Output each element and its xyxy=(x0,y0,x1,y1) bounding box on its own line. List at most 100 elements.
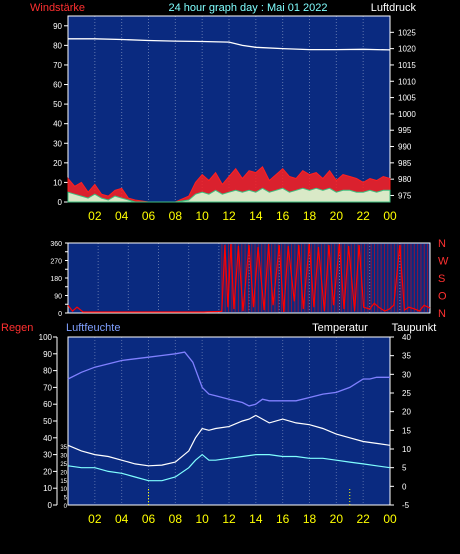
direction-tick-label: 270 xyxy=(50,259,62,266)
direction-tick-label: 0 xyxy=(58,311,62,318)
dewpoint-series xyxy=(67,453,391,482)
pressure-tick-label: 1020 xyxy=(398,45,416,54)
pressure-tick-label: 1025 xyxy=(398,28,416,37)
pressure-tick-label: 1010 xyxy=(398,77,416,86)
wind-tick-label: 90 xyxy=(53,22,62,31)
wind-average-series xyxy=(67,187,391,203)
rain-tick-label: 30 xyxy=(43,451,52,460)
humidity-tick-label: 10 xyxy=(60,487,67,493)
direction-tick-label: 180 xyxy=(50,276,62,283)
hour-label: 22 xyxy=(356,209,370,223)
direction-plot-area xyxy=(67,242,431,314)
bottom-plot-area xyxy=(67,336,391,506)
rain-tick-label: 20 xyxy=(43,467,52,476)
rain-tick-label: 100 xyxy=(39,333,53,342)
hour-label: 08 xyxy=(169,512,183,526)
hour-label: 00 xyxy=(383,209,397,223)
wind-pressure-panel: 0102030405060708090975980985990995100010… xyxy=(53,15,416,223)
chart-title: 24 hour graph day : Mai 01 2022 xyxy=(168,2,327,14)
temperature-tick-label: 35 xyxy=(402,352,411,361)
direction-tick-label: 90 xyxy=(54,294,62,301)
hour-label: 18 xyxy=(303,209,317,223)
pressure-tick-label: 1000 xyxy=(398,110,416,119)
pressure-tick-label: 1005 xyxy=(398,94,416,103)
wind-tick-label: 10 xyxy=(53,178,62,187)
humidity-tick-label: 0 xyxy=(64,504,68,510)
pressure-tick-label: 975 xyxy=(398,191,412,200)
hour-label: 02 xyxy=(88,209,102,223)
compass-label: N xyxy=(438,308,446,320)
pressure-tick-label: 995 xyxy=(398,126,412,135)
pressure-tick-label: 990 xyxy=(398,143,412,152)
pressure-tick-label: 1015 xyxy=(398,61,416,70)
hour-label: 14 xyxy=(249,209,263,223)
wind-tick-label: 0 xyxy=(58,198,63,207)
hour-label: 16 xyxy=(276,209,290,223)
hour-label: 18 xyxy=(303,512,317,526)
temperature-series xyxy=(67,414,391,467)
humidity-tick-label: 25 xyxy=(60,462,67,468)
wind-tick-label: 60 xyxy=(53,81,62,90)
hour-label: 10 xyxy=(195,512,209,526)
compass-label: S xyxy=(438,273,445,285)
humidity-tick-label: 15 xyxy=(60,479,67,485)
pressure-axis-title: Luftdruck xyxy=(371,2,417,14)
wind-tick-label: 50 xyxy=(53,100,62,109)
wind-tick-label: 40 xyxy=(53,120,62,129)
wind-tick-label: 20 xyxy=(53,159,62,168)
temperature-tick-label: 15 xyxy=(402,426,411,435)
humidity-tick-label: 30 xyxy=(60,454,67,460)
hour-label: 14 xyxy=(249,512,263,526)
rain-tick-label: 80 xyxy=(43,367,52,376)
hour-label: 06 xyxy=(142,512,156,526)
rain-tick-label: 40 xyxy=(43,434,52,443)
temperature-tick-label: 0 xyxy=(402,482,407,491)
rain-tick-label: 90 xyxy=(43,350,52,359)
wind-tick-label: 70 xyxy=(53,61,62,70)
humidity-axis-title: Luftfeuchte xyxy=(66,322,120,334)
dewpoint-axis-title: Taupunkt xyxy=(392,322,437,334)
direction-tick-label: 360 xyxy=(50,241,62,248)
temperature-tick-label: 5 xyxy=(402,464,407,473)
compass-label: O xyxy=(438,291,447,303)
temperature-tick-label: 30 xyxy=(402,370,411,379)
rain-tick-label: 60 xyxy=(43,400,52,409)
hour-label: 20 xyxy=(330,209,344,223)
rain-tick-label: 70 xyxy=(43,383,52,392)
hour-label: 08 xyxy=(169,209,183,223)
hour-label: 04 xyxy=(115,209,129,223)
rain-tick-label: 50 xyxy=(43,417,52,426)
temperature-tick-label: -5 xyxy=(402,501,410,510)
temperature-tick-label: 20 xyxy=(402,408,411,417)
temperature-axis-title: Temperatur xyxy=(312,322,368,334)
compass-label: N xyxy=(438,238,446,250)
wind-tick-label: 30 xyxy=(53,139,62,148)
temperature-tick-label: 40 xyxy=(402,333,411,342)
hour-label: 12 xyxy=(222,512,236,526)
rain-axis-title: Regen xyxy=(1,322,33,334)
pressure-tick-label: 985 xyxy=(398,159,412,168)
humidity-tick-label: 35 xyxy=(60,445,67,451)
humidity-tick-label: 5 xyxy=(64,496,68,502)
rain-tick-label: 0 xyxy=(48,501,53,510)
pressure-tick-label: 980 xyxy=(398,175,412,184)
wind-tick-label: 80 xyxy=(53,41,62,50)
hour-label: 04 xyxy=(115,512,129,526)
hour-label: 12 xyxy=(222,209,236,223)
rain-tick-label: 10 xyxy=(43,484,52,493)
hour-label: 00 xyxy=(383,512,397,526)
humidity-temperature-panel: 010203040506070809010005101520253035-505… xyxy=(39,333,412,526)
temperature-tick-label: 10 xyxy=(402,445,411,454)
hour-label: 02 xyxy=(88,512,102,526)
humidity-tick-label: 20 xyxy=(60,470,67,476)
temperature-tick-label: 25 xyxy=(402,389,411,398)
hour-label: 06 xyxy=(142,209,156,223)
compass-label: W xyxy=(438,256,449,268)
hour-label: 16 xyxy=(276,512,290,526)
top-plot-area xyxy=(67,15,391,203)
humidity-series xyxy=(67,351,390,407)
hour-label: 20 xyxy=(330,512,344,526)
hour-label: 22 xyxy=(356,512,370,526)
